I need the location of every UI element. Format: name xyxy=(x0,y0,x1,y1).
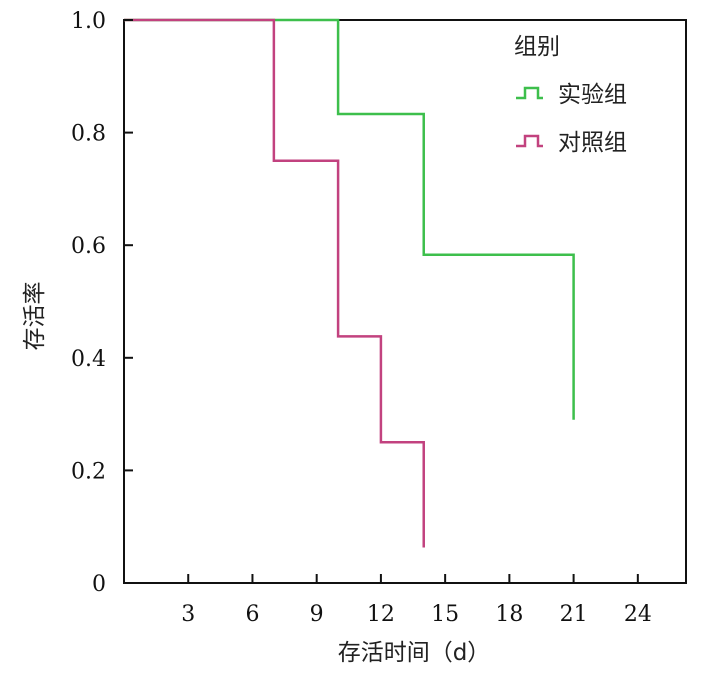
legend-swatch-2 xyxy=(516,134,543,148)
series-line-2 xyxy=(124,18,425,548)
y-tick-label: 0 xyxy=(92,572,106,597)
legend-label-2: 对照组 xyxy=(558,130,627,156)
x-axis: 3 6 9 12 15 18 21 24 xyxy=(181,574,652,627)
y-axis: 0 0.2 0.4 0.6 0.8 1.0 xyxy=(71,9,133,597)
series-layer xyxy=(124,18,575,548)
series-line-1 xyxy=(124,18,575,420)
x-axis-title: 存活时间（d） xyxy=(338,640,491,666)
x-tick-label: 3 xyxy=(181,602,195,627)
y-tick-label: 0.8 xyxy=(71,122,106,147)
y-tick-label: 0.2 xyxy=(71,459,106,484)
legend-swatch-1 xyxy=(516,86,543,100)
legend-title: 组别 xyxy=(514,34,560,60)
x-tick-label: 15 xyxy=(431,602,459,627)
legend-label-1: 实验组 xyxy=(558,82,627,108)
x-tick-label: 12 xyxy=(367,602,395,627)
plot-frame xyxy=(123,19,687,584)
x-tick-label: 6 xyxy=(245,602,259,627)
x-tick-label: 24 xyxy=(624,602,652,627)
x-tick-label: 9 xyxy=(310,602,324,627)
x-tick-label: 21 xyxy=(560,602,588,627)
y-tick-label: 0.6 xyxy=(71,234,106,259)
y-axis-title: 存活率 xyxy=(22,282,48,351)
y-tick-label: 0.4 xyxy=(71,347,106,372)
x-tick-label: 18 xyxy=(495,602,523,627)
y-tick-label: 1.0 xyxy=(71,9,106,34)
